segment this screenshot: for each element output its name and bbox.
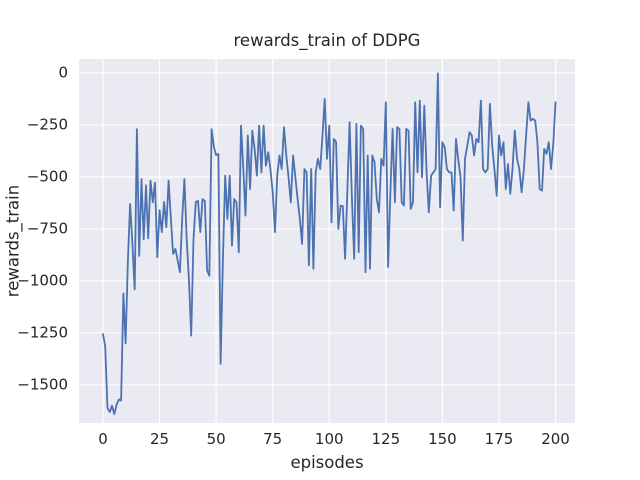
x-tick-label: 25 [150, 430, 170, 448]
chart-title: rewards_train of DDPG [233, 31, 421, 50]
plot-background [79, 59, 575, 423]
y-tick-label: −1500 [17, 375, 68, 394]
x-tick-label: 175 [484, 430, 514, 448]
x-tick-label: 75 [263, 430, 283, 448]
y-tick-label: −1250 [17, 323, 68, 342]
y-tick-label: −1000 [17, 271, 68, 290]
x-tick-label: 125 [371, 430, 401, 448]
x-tick-label: 200 [541, 430, 570, 448]
x-tick-label: 50 [206, 430, 226, 448]
y-tick-label: −250 [26, 115, 68, 134]
series-line-rewards_train [102, 72, 557, 416]
x-tick-label: 150 [428, 430, 457, 448]
y-tick-label: −750 [26, 219, 68, 238]
x-tick-label: 100 [314, 430, 344, 448]
x-tick-label: 0 [98, 430, 108, 448]
y-axis-label: rewards_train [3, 184, 23, 298]
y-tick-label: −500 [26, 167, 68, 186]
x-axis-label: episodes [290, 453, 364, 472]
y-tick-label: 0 [58, 63, 68, 82]
